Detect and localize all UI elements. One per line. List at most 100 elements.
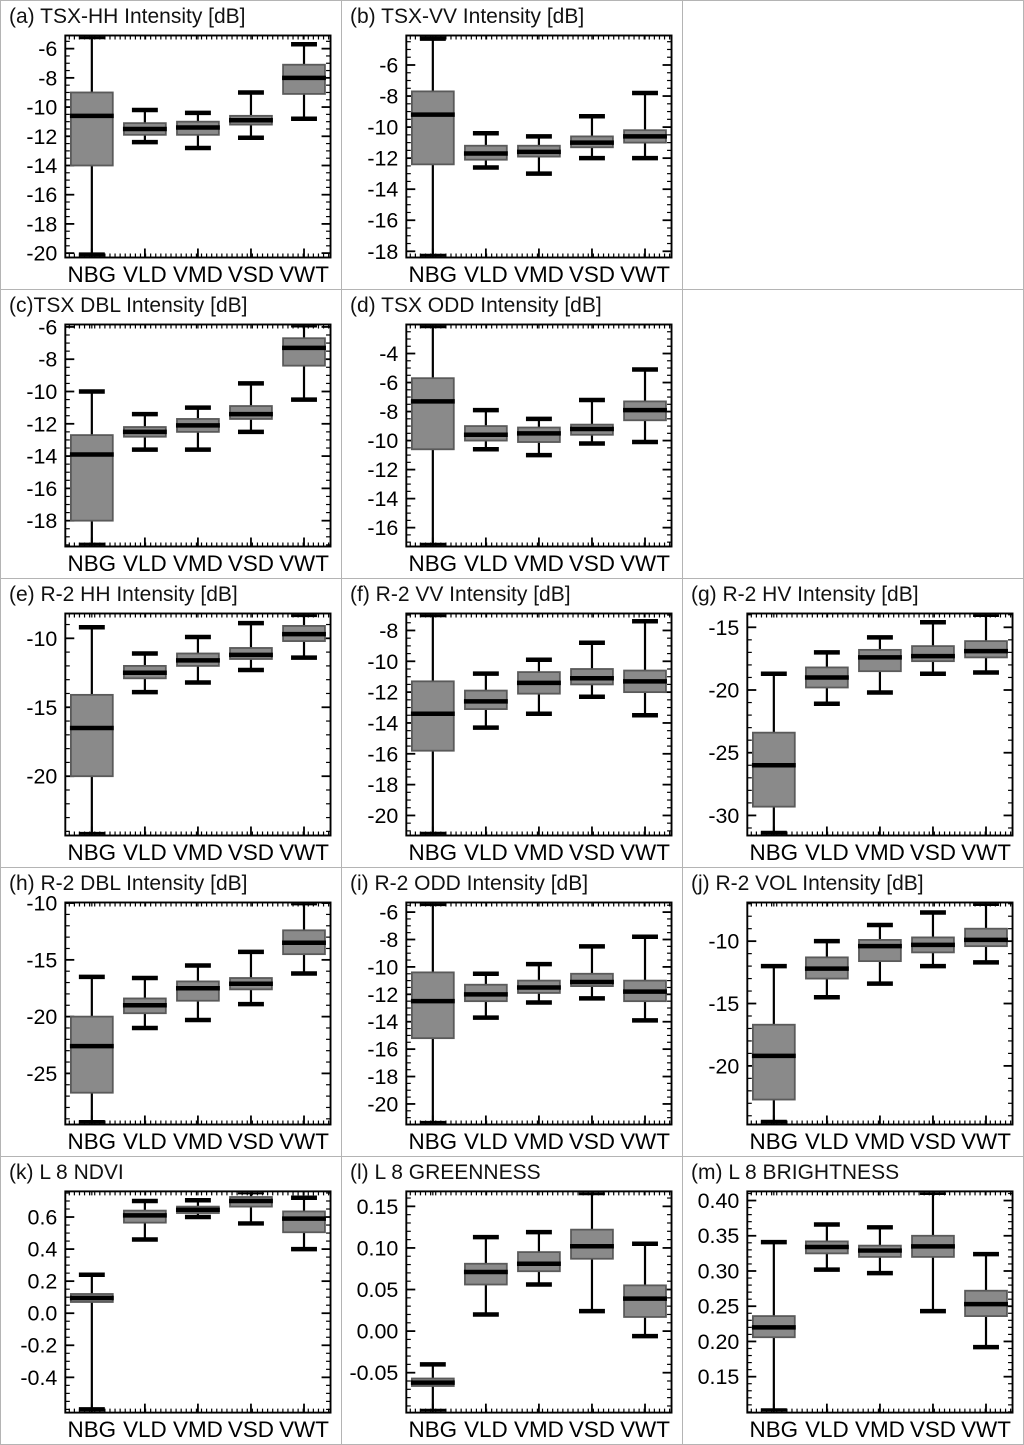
svg-text:0.10: 0.10 (357, 1236, 399, 1260)
svg-text:VWT: VWT (620, 1417, 670, 1442)
panel-l-title: (l) L 8 GREENNESS (350, 1161, 541, 1184)
svg-text:-18: -18 (367, 1065, 398, 1089)
empty-cell-2 (683, 290, 1023, 578)
svg-text:VMD: VMD (855, 1417, 905, 1442)
panel-d-plot: -4 -6 -8 -10 -12 -14 -16 NBG VLD VMD VSD VWT (367, 323, 673, 576)
svg-text:0.6: 0.6 (28, 1206, 58, 1230)
svg-text:VLD: VLD (464, 840, 508, 865)
svg-text:VSD: VSD (569, 1129, 615, 1154)
svg-text:VLD: VLD (123, 1417, 167, 1442)
svg-text:-12: -12 (367, 983, 398, 1007)
panel-l: (l) L 8 GREENNESS 0.15 0.10 0.05 0.00 -0.05 N… (342, 1157, 682, 1444)
empty-cell-1 (683, 1, 1023, 289)
svg-text:-14: -14 (26, 154, 57, 178)
panel-g: (g) R-2 HV Intensity [dB] -15 -20 -25 -30 NB… (683, 579, 1023, 867)
panel-h: (h) R-2 DBL Intensity [dB] -10 -15 -20 -25 N… (1, 868, 341, 1156)
svg-text:-10: -10 (367, 116, 398, 140)
svg-text:-25: -25 (26, 1062, 57, 1086)
svg-text:-18: -18 (367, 240, 398, 264)
svg-text:-14: -14 (367, 1010, 398, 1034)
panel-j: (j) R-2 VOL Intensity [dB] -10 -15 -20 NBG V… (683, 868, 1023, 1156)
svg-text:0.35: 0.35 (698, 1224, 740, 1248)
svg-text:VMD: VMD (173, 840, 223, 865)
svg-text:-6: -6 (379, 53, 398, 77)
svg-text:VWT: VWT (620, 262, 670, 287)
panel-h-title: (h) R-2 DBL Intensity [dB] (9, 872, 248, 895)
panel-c-plot: -6 -8 -10 -12 -14 -16 -18 NBG VLD VMD VSD VWT (26, 315, 332, 576)
svg-text:VLD: VLD (123, 262, 167, 287)
panel-e-title: (e) R-2 HH Intensity [dB] (9, 583, 238, 606)
svg-text:-16: -16 (26, 183, 57, 207)
svg-text:VWT: VWT (620, 1129, 670, 1154)
svg-text:-0.4: -0.4 (20, 1366, 57, 1390)
svg-text:VLD: VLD (805, 840, 849, 865)
panel-f-title: (f) R-2 VV Intensity [dB] (350, 583, 571, 606)
panel-c-title: (c)TSX DBL Intensity [dB] (9, 294, 248, 317)
svg-text:0.30: 0.30 (698, 1259, 740, 1283)
svg-text:VMD: VMD (855, 1129, 905, 1154)
svg-text:-30: -30 (708, 804, 739, 828)
svg-text:VMD: VMD (514, 1129, 564, 1154)
svg-text:VMD: VMD (173, 1417, 223, 1442)
svg-text:-0.2: -0.2 (20, 1334, 57, 1358)
svg-text:-10: -10 (367, 650, 398, 674)
svg-text:VMD: VMD (173, 262, 223, 287)
svg-text:-18: -18 (26, 212, 57, 236)
svg-text:-10: -10 (26, 627, 57, 651)
svg-text:-20: -20 (367, 1092, 398, 1116)
svg-text:-10: -10 (26, 96, 57, 120)
svg-text:-4: -4 (379, 342, 398, 366)
svg-text:NBG: NBG (409, 840, 458, 865)
svg-text:VLD: VLD (464, 551, 508, 576)
panel-l-plot: 0.15 0.10 0.05 0.00 -0.05 NBG VLD VMD VSD VWT (349, 1190, 673, 1442)
panel-b-title: (b) TSX-VV Intensity [dB] (350, 5, 585, 28)
svg-text:-16: -16 (26, 477, 57, 501)
svg-text:-12: -12 (26, 412, 57, 436)
svg-text:-12: -12 (367, 458, 398, 482)
svg-text:NBG: NBG (68, 1129, 117, 1154)
svg-text:NBG: NBG (68, 551, 117, 576)
svg-text:VSD: VSD (228, 1129, 274, 1154)
svg-text:VSD: VSD (228, 840, 274, 865)
panel-i-plot: -6 -8 -10 -12 -14 -16 -18 -20 NBG VLD VMD VSD VWT (367, 901, 673, 1154)
svg-text:-10: -10 (708, 930, 739, 954)
panel-b-plot: -6 -8 -10 -12 -14 -16 -18 NBG VLD VMD VSD VWT (367, 34, 673, 287)
panel-d: (d) TSX ODD Intensity [dB] -4 -6 -8 -10 -12-… (342, 290, 682, 578)
svg-text:NBG: NBG (68, 1417, 117, 1442)
svg-text:0.40: 0.40 (698, 1189, 740, 1213)
svg-text:VMD: VMD (173, 551, 223, 576)
svg-text:VWT: VWT (620, 551, 670, 576)
svg-text:-8: -8 (379, 85, 398, 109)
panel-k-plot: 0.6 0.4 0.2 0.0 -0.2 -0.4 NBG VLD VMD VSD VWT (20, 1190, 332, 1442)
svg-text:-15: -15 (26, 696, 57, 720)
svg-text:-0.05: -0.05 (349, 1361, 398, 1385)
svg-text:-8: -8 (38, 66, 57, 90)
panel-k-title: (k) L 8 NDVI (9, 1161, 124, 1184)
svg-text:VWT: VWT (279, 840, 329, 865)
svg-text:VMD: VMD (514, 262, 564, 287)
svg-text:-20: -20 (26, 242, 57, 266)
svg-text:VWT: VWT (961, 1417, 1011, 1442)
svg-text:NBG: NBG (68, 840, 117, 865)
svg-text:-15: -15 (708, 992, 739, 1016)
panel-i: (i) R-2 ODD Intensity [dB] -6 -8 -10 -12 -14… (342, 868, 682, 1156)
svg-text:-12: -12 (367, 681, 398, 705)
svg-text:VLD: VLD (464, 1129, 508, 1154)
svg-text:-6: -6 (38, 315, 57, 339)
svg-text:VSD: VSD (910, 840, 956, 865)
svg-text:0.4: 0.4 (28, 1238, 58, 1262)
svg-text:NBG: NBG (409, 1129, 458, 1154)
panel-c: (c)TSX DBL Intensity [dB] -6 -8 -10 -12 -14-… (1, 290, 341, 578)
svg-text:VSD: VSD (569, 1417, 615, 1442)
svg-text:-8: -8 (38, 348, 57, 372)
svg-text:NBG: NBG (68, 262, 117, 287)
svg-text:-6: -6 (379, 901, 398, 925)
panel-f: (f) R-2 VV Intensity [dB] -8 -10 -12 -14 -16… (342, 579, 682, 867)
panel-m-title: (m) L 8 BRIGHTNESS (691, 1161, 900, 1184)
svg-text:VWT: VWT (279, 1129, 329, 1154)
panel-b: (b) TSX-VV Intensity [dB] -6 -8 -10 -12 -14-… (342, 1, 682, 289)
svg-text:NBG: NBG (750, 840, 799, 865)
svg-text:VWT: VWT (279, 551, 329, 576)
svg-text:-14: -14 (367, 178, 398, 202)
